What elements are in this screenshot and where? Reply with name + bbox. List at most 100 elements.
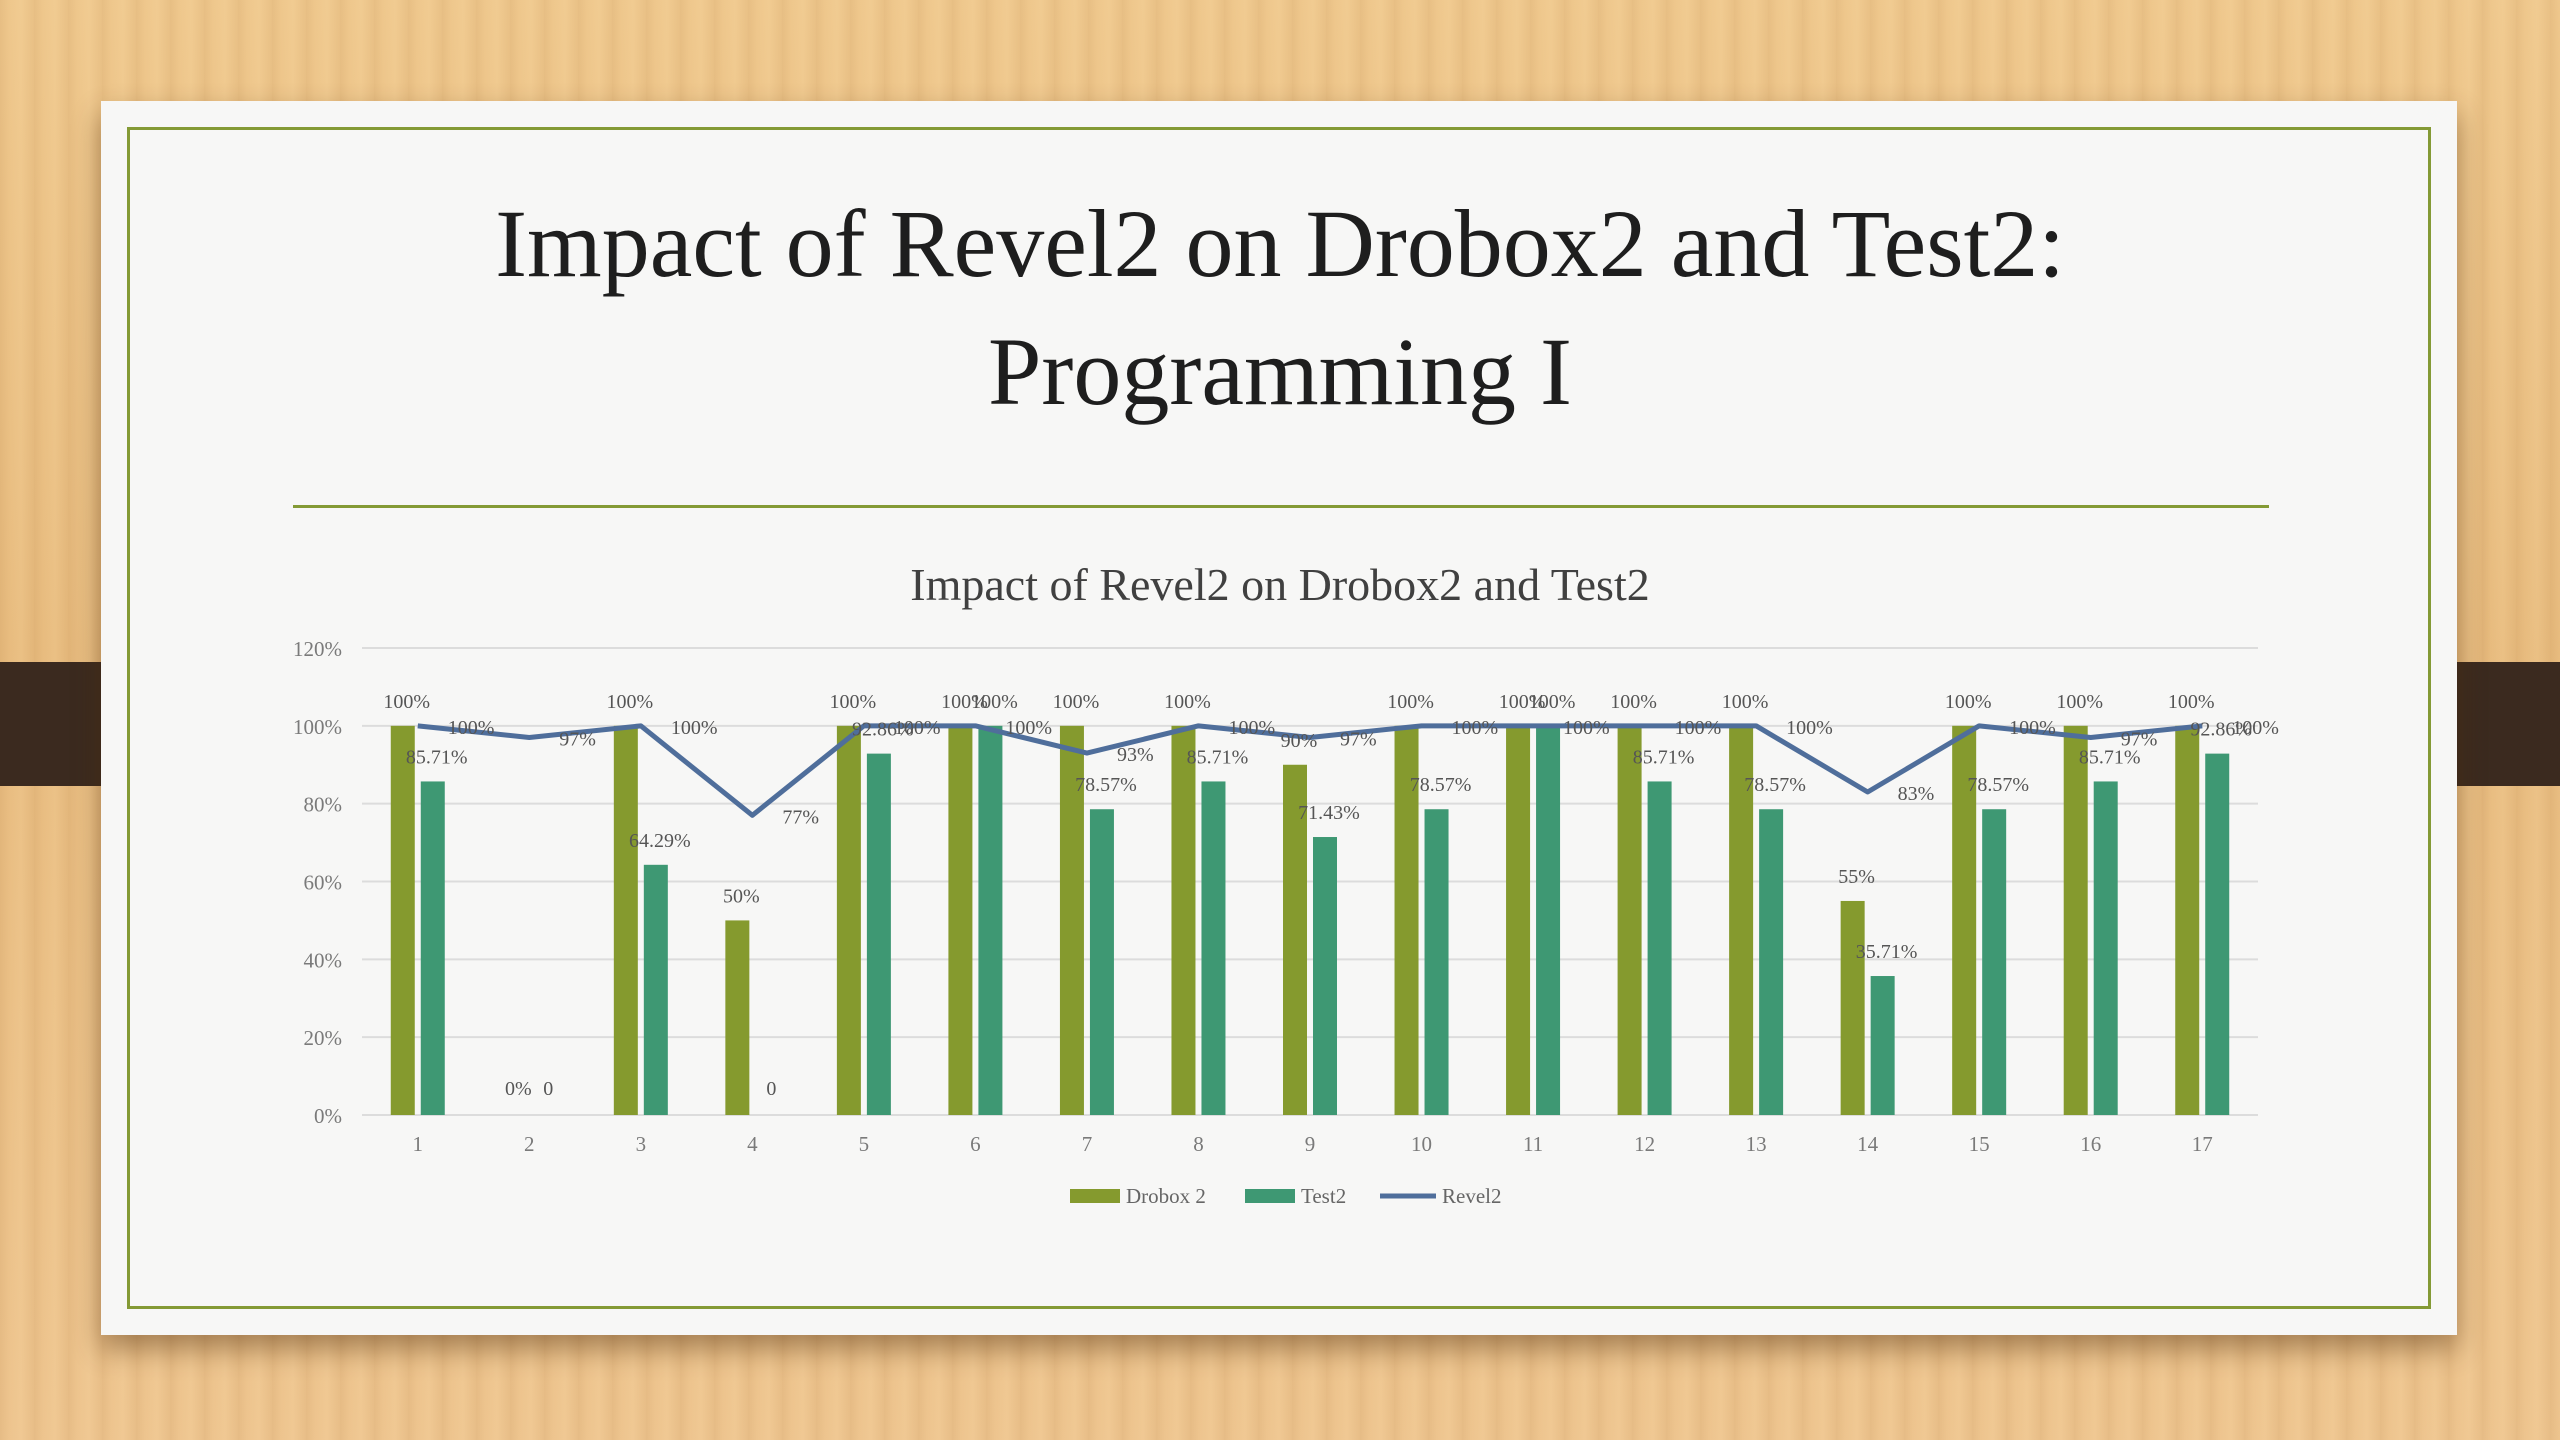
test2-data-label: 0 (543, 1078, 553, 1100)
x-tick-label: 1 (413, 1132, 424, 1156)
chart-title: Impact of Revel2 on Drobox2 and Test2 (910, 559, 1649, 610)
test2-bar (978, 725, 1003, 1115)
x-tick-label: 8 (1193, 1132, 1204, 1156)
drobox-bar (836, 725, 861, 1115)
drobox-bar (1506, 725, 1531, 1115)
test2-bar (1536, 725, 1561, 1115)
drobox-bar (1283, 764, 1307, 1115)
drobox-data-label: 100% (1387, 691, 1434, 713)
x-tick-label: 4 (747, 1132, 758, 1156)
drobox-data-label: 90% (1281, 730, 1318, 752)
y-tick-label: 120% (293, 637, 342, 661)
y-tick-label: 80% (304, 793, 343, 817)
test2-data-label: 92.86% (852, 719, 914, 741)
test2-bar (2093, 781, 2118, 1115)
test2-data-label: 85.71% (2079, 746, 2141, 768)
revel2-data-label: 100% (671, 717, 718, 739)
test2-bar (420, 781, 445, 1115)
slide (101, 101, 2457, 1335)
x-tick-label: 2 (524, 1132, 535, 1156)
drobox-data-label: 100% (2168, 691, 2215, 713)
test2-bar (1201, 781, 1226, 1115)
revel2-data-label: 77% (782, 806, 819, 828)
legend-swatch (1380, 1193, 1436, 1199)
legend-swatch (1070, 1189, 1120, 1203)
revel2-line (417, 723, 2203, 818)
legend-label: Test2 (1301, 1184, 1346, 1208)
y-tick-label: 60% (304, 871, 343, 895)
test2-bar (1647, 781, 1672, 1115)
revel2-data-label: 97% (1340, 729, 1377, 751)
drobox-bar (1840, 900, 1865, 1115)
drobox-data-label: 100% (1610, 691, 1657, 713)
test2-bar (1982, 809, 2007, 1115)
slide-border (127, 127, 2431, 1309)
test2-bar (2205, 753, 2230, 1115)
x-tick-label: 6 (970, 1132, 981, 1156)
x-tick-label: 9 (1305, 1132, 1316, 1156)
test2-bar (1424, 809, 1449, 1115)
drobox-bar (1059, 725, 1084, 1115)
test2-data-label: 92.86% (2190, 719, 2252, 741)
drobox-data-label: 100% (1499, 691, 1546, 713)
test2-data-label: 71.43% (1298, 802, 1360, 824)
drobox-bar (2063, 725, 2088, 1115)
drobox-bar (1952, 725, 1977, 1115)
slide-title-line-2: Programming I (988, 318, 1572, 425)
test2-data-label: 78.57% (1075, 774, 1137, 796)
y-tick-label: 100% (293, 715, 342, 739)
drobox-bar (613, 725, 638, 1115)
drobox-bar (948, 725, 973, 1115)
test2-data-label: 78.57% (1410, 774, 1472, 796)
test2-data-label: 100% (1529, 691, 1576, 713)
drobox-bar (1394, 725, 1419, 1115)
revel2-data-label: 93% (1117, 744, 1154, 766)
test2-bar (643, 864, 668, 1115)
test2-bar (1870, 976, 1895, 1115)
drobox-bar (2175, 725, 2200, 1115)
x-tick-label: 11 (1523, 1132, 1543, 1156)
revel2-data-label: 100% (1005, 717, 1052, 739)
revel2-data-label: 97% (559, 729, 596, 751)
drobox-bar (390, 725, 415, 1115)
x-tick-label: 13 (1746, 1132, 1767, 1156)
revel2-data-label: 100% (448, 717, 495, 739)
drobox-data-label: 100% (941, 691, 988, 713)
drobox-bar (725, 920, 750, 1115)
drobox-data-label: 100% (1945, 691, 1992, 713)
test2-data-label: 85.71% (406, 746, 468, 768)
revel2-data-label: 83% (1898, 783, 1935, 805)
test2-data-label: 85.71% (1187, 746, 1249, 768)
drobox-data-label: 100% (830, 691, 877, 713)
test2-data-label: 0 (766, 1078, 776, 1100)
drobox-data-label: 100% (1722, 691, 1769, 713)
title-divider (293, 505, 2269, 508)
test2-data-label: 100% (971, 691, 1018, 713)
test2-bar (1759, 809, 1784, 1115)
revel2-data-label: 100% (2009, 717, 2056, 739)
drobox-data-label: 100% (383, 691, 430, 713)
drobox-bar (1171, 725, 1196, 1115)
revel2-data-label: 100% (1563, 717, 1610, 739)
x-tick-label: 15 (1969, 1132, 1990, 1156)
test2-bar (866, 753, 891, 1115)
x-tick-label: 5 (859, 1132, 870, 1156)
y-tick-label: 40% (304, 948, 343, 972)
test2-bar (1089, 809, 1114, 1115)
x-tick-label: 10 (1411, 1132, 1432, 1156)
revel2-data-label: 100% (2232, 717, 2279, 739)
legend-label: Revel2 (1442, 1184, 1501, 1208)
test2-data-label: 78.57% (1744, 774, 1806, 796)
test2-bar (1313, 837, 1337, 1115)
test2-data-label: 85.71% (1633, 746, 1695, 768)
x-tick-label: 3 (636, 1132, 647, 1156)
x-tick-label: 16 (2080, 1132, 2101, 1156)
drobox-bar (1729, 725, 1754, 1115)
revel2-data-label: 100% (1786, 717, 1833, 739)
drobox-bar (1617, 725, 1642, 1115)
drobox-data-label: 100% (1164, 691, 1211, 713)
legend-swatch (1245, 1189, 1295, 1203)
drobox-data-label: 100% (1053, 691, 1100, 713)
x-tick-label: 17 (2192, 1132, 2213, 1156)
test2-data-label: 78.57% (1967, 774, 2029, 796)
